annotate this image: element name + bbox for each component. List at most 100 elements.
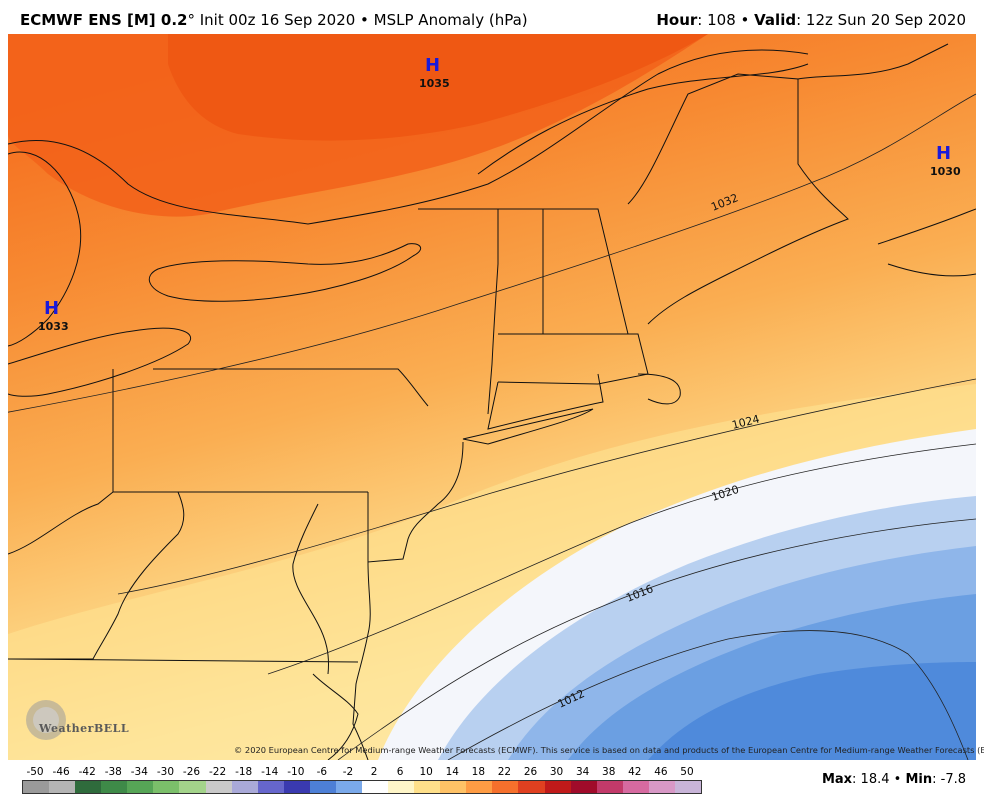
scale-swatch bbox=[49, 781, 76, 793]
hour-value: : 108 bbox=[697, 11, 736, 29]
nc-outer-banks bbox=[312, 673, 359, 760]
scale-swatch bbox=[570, 781, 597, 793]
scale-swatch bbox=[674, 781, 702, 793]
scale-label: -22 bbox=[208, 766, 227, 778]
isobar-1024 bbox=[117, 378, 976, 595]
scale-label: -10 bbox=[287, 766, 305, 778]
new-jersey-outline bbox=[367, 441, 464, 563]
scale-swatch bbox=[283, 781, 310, 793]
lake-ontario bbox=[148, 243, 422, 302]
valid-label: Valid bbox=[754, 11, 797, 29]
scale-label: 46 bbox=[654, 766, 668, 778]
st-lawrence-river bbox=[8, 49, 809, 225]
field-name: MSLP Anomaly (hPa) bbox=[373, 11, 528, 29]
scale-swatch bbox=[388, 781, 415, 793]
scale-label: 18 bbox=[471, 766, 486, 778]
mslp-anomaly-map: 1032 1024 1020 1016 1012 H 1035 H 1030 H… bbox=[8, 34, 976, 760]
scale-swatch bbox=[492, 781, 519, 793]
map-title: ECMWF ENS [M] 0.2° Init 00z 16 Sep 2020 … bbox=[20, 11, 528, 29]
scale-swatch bbox=[362, 781, 389, 793]
ohio-wv-border bbox=[8, 491, 114, 555]
nova-scotia-outline bbox=[877, 208, 976, 277]
scale-label: 50 bbox=[680, 766, 694, 778]
negative-anomaly-core bbox=[648, 662, 976, 760]
max-anomaly-core bbox=[168, 34, 708, 141]
high-center-value: 1030 bbox=[930, 165, 961, 178]
scale-swatch bbox=[596, 781, 623, 793]
scale-swatch bbox=[309, 781, 336, 793]
scale-label: 22 bbox=[497, 766, 512, 778]
map-header: ECMWF ENS [M] 0.2° Init 00z 16 Sep 2020 … bbox=[0, 0, 984, 34]
high-center-letter: H bbox=[936, 143, 951, 164]
scale-label: -6 bbox=[316, 766, 328, 778]
isobar-1032 bbox=[8, 93, 976, 413]
scale-swatch bbox=[335, 781, 363, 793]
scale-label: -38 bbox=[104, 766, 122, 778]
model-name: ECMWF ENS [M] 0.2 bbox=[20, 11, 188, 29]
scale-label: 38 bbox=[602, 766, 616, 778]
scale-swatch bbox=[127, 781, 154, 793]
scale-label: 10 bbox=[419, 766, 433, 778]
color-scale-bar bbox=[22, 780, 702, 794]
color-scale-labels: -50 -46 -42 -38 -34 -30 -26 -22 -18 -14 -10 -6 -2 2 6 1… bbox=[22, 766, 702, 780]
min-value: : -7.8 bbox=[932, 772, 966, 787]
scale-swatch bbox=[75, 781, 102, 793]
degree-symbol: ° bbox=[187, 11, 195, 29]
long-island bbox=[462, 408, 594, 445]
min-label: Min bbox=[905, 772, 933, 787]
scale-label: -46 bbox=[52, 766, 70, 778]
scale-label: -14 bbox=[261, 766, 279, 778]
scale-label: 34 bbox=[575, 766, 590, 778]
scale-swatch bbox=[101, 781, 128, 793]
scale-swatch bbox=[622, 781, 649, 793]
weatherbell-logo-icon bbox=[26, 700, 66, 740]
ny-vt-border bbox=[418, 208, 499, 415]
scale-label: 6 bbox=[396, 766, 404, 778]
scale-swatch bbox=[153, 781, 180, 793]
scale-swatch bbox=[518, 781, 545, 793]
scale-label: -26 bbox=[182, 766, 201, 778]
high-center-value: 1035 bbox=[419, 77, 450, 90]
scale-label: 2 bbox=[370, 766, 378, 778]
scale-label: -30 bbox=[156, 766, 174, 778]
copyright-credit: © 2020 European Centre for Medium-range … bbox=[234, 745, 984, 755]
chesapeake-bay bbox=[292, 503, 329, 675]
scale-label: 30 bbox=[549, 766, 564, 778]
scale-label: 42 bbox=[628, 766, 642, 778]
lake-huron bbox=[8, 151, 82, 347]
logo-text: WeatherBELL bbox=[39, 722, 130, 735]
scale-label: -50 bbox=[26, 766, 44, 778]
isobar-1016 bbox=[337, 518, 976, 760]
delmarva-virginia-coast bbox=[352, 561, 371, 760]
max-label: Max bbox=[821, 772, 853, 787]
scale-swatch bbox=[257, 781, 284, 793]
high-center-letter: H bbox=[44, 298, 59, 319]
scale-swatch bbox=[23, 781, 50, 793]
new-brunswick-border bbox=[797, 43, 949, 80]
scale-swatch bbox=[466, 781, 493, 793]
map-canvas: 1032 1024 1020 1016 1012 H 1035 H 1030 H… bbox=[8, 34, 976, 760]
hour-label: Hour bbox=[656, 11, 698, 29]
high-center-value: 1033 bbox=[38, 320, 69, 333]
init-time: Init 00z 16 Sep 2020 bbox=[194, 11, 356, 29]
scale-label: 26 bbox=[523, 766, 538, 778]
valid-time-info: Hour: 108 • Valid: 12z Sun 20 Sep 2020 bbox=[656, 11, 966, 29]
max-value: : 18.4 bbox=[852, 772, 890, 787]
lake-erie bbox=[8, 327, 191, 397]
isobar-1020 bbox=[267, 443, 976, 675]
scale-label: -2 bbox=[342, 766, 354, 778]
scale-label: 14 bbox=[445, 766, 459, 778]
valid-value: : 12z Sun 20 Sep 2020 bbox=[796, 11, 966, 29]
ny-pa-border bbox=[153, 368, 429, 407]
scale-label: -18 bbox=[235, 766, 253, 778]
scale-swatch bbox=[544, 781, 571, 793]
maine-outline bbox=[627, 73, 849, 325]
scale-swatch bbox=[648, 781, 675, 793]
scale-swatch bbox=[205, 781, 232, 793]
coastline-north bbox=[477, 63, 809, 175]
scale-label: -34 bbox=[130, 766, 148, 778]
wv-va-border bbox=[8, 491, 185, 660]
ct-border bbox=[487, 373, 604, 430]
scale-swatch bbox=[231, 781, 258, 793]
max-min-stats: Max: 18.4 • Min: -7.8 bbox=[821, 772, 966, 787]
